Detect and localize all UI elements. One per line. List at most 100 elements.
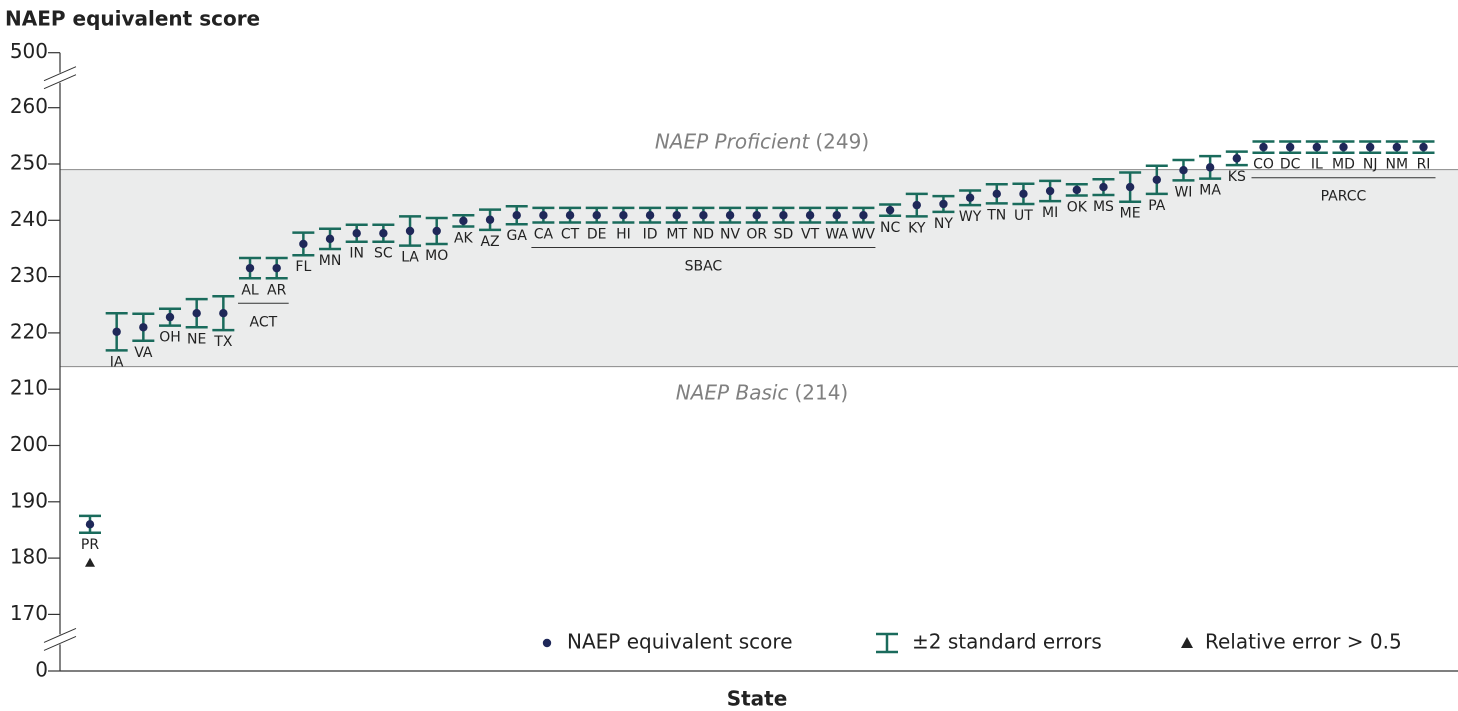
score-dot	[965, 193, 975, 202]
score-dot	[1365, 142, 1375, 152]
x-tick-label: FL	[295, 259, 311, 275]
x-tick-label: ND	[693, 227, 714, 243]
x-tick-label: NJ	[1363, 157, 1378, 173]
score-dot	[1339, 142, 1348, 152]
x-tick-label: VA	[134, 345, 153, 361]
score-dot	[139, 323, 148, 332]
score-dot	[619, 211, 628, 220]
x-tick-label: MN	[319, 253, 342, 269]
x-tick-label: PR	[81, 537, 99, 553]
score-dot	[272, 263, 281, 273]
x-tick-label: CA	[534, 227, 554, 243]
x-tick-label: ID	[643, 227, 658, 243]
x-tick-label: SC	[374, 246, 393, 262]
y-axis-title: NAEP equivalent score	[5, 7, 260, 31]
x-tick-label: WY	[959, 209, 982, 225]
axis-break	[43, 627, 77, 643]
x-tick-label: AK	[454, 230, 474, 246]
y-tick-label: 0	[35, 658, 48, 682]
x-tick-label: VT	[801, 227, 820, 243]
reference-value: (249)	[815, 129, 869, 153]
axis-break-gap	[57, 72, 63, 83]
group-label: ACT	[250, 314, 278, 330]
x-tick-label: NC	[880, 220, 900, 236]
axis-break-gap	[57, 634, 63, 645]
axis-break	[43, 66, 77, 82]
score-dot	[1179, 165, 1188, 175]
y-tick-label: 500	[10, 39, 48, 63]
score-dot	[539, 211, 548, 220]
score-dot	[325, 234, 335, 244]
legend-label: Relative error > 0.5	[1205, 630, 1402, 654]
axis-break	[43, 635, 77, 651]
score-dot	[672, 211, 681, 220]
score-dot	[379, 229, 388, 238]
group-label: PARCC	[1321, 189, 1367, 205]
x-tick-label: ME	[1120, 206, 1141, 222]
score-dot	[512, 211, 521, 220]
x-tick-label: KS	[1228, 169, 1246, 185]
score-dot	[779, 211, 788, 220]
x-tick-label: RI	[1417, 157, 1431, 173]
x-tick-label: DC	[1280, 157, 1301, 173]
score-dot	[112, 327, 121, 336]
score-dot	[885, 205, 895, 215]
x-tick-label: HI	[616, 227, 631, 243]
score-dot	[1285, 142, 1295, 152]
score-dot	[1259, 142, 1268, 152]
x-tick-label: CO	[1253, 157, 1274, 173]
y-tick-label: 260	[10, 94, 48, 118]
x-tick-label: NE	[187, 331, 206, 347]
legend-label: NAEP equivalent score	[567, 630, 793, 654]
x-tick-label: OH	[159, 330, 181, 346]
y-tick-label: 250	[10, 151, 48, 175]
legend-dot	[542, 638, 552, 648]
score-dot	[1205, 163, 1215, 172]
score-dot	[1232, 154, 1242, 163]
reference-name: NAEP Proficient	[655, 129, 811, 153]
legend-label: ±2 standard errors	[912, 630, 1102, 654]
score-dot	[352, 229, 361, 238]
x-tick-label: UT	[1014, 208, 1033, 224]
x-tick-label: AL	[241, 282, 259, 298]
x-tick-label: WA	[825, 227, 848, 243]
x-tick-label: LA	[401, 250, 419, 266]
y-tick-label: 240	[10, 207, 48, 231]
y-tick-label: 220	[10, 319, 48, 343]
x-tick-label: MT	[666, 227, 687, 243]
score-dot	[699, 211, 708, 220]
score-dot	[1045, 186, 1055, 196]
x-tick-label: TN	[986, 207, 1006, 223]
score-dot	[725, 211, 735, 220]
x-tick-label: OR	[746, 227, 767, 243]
score-dot	[432, 226, 441, 236]
score-dot	[1312, 142, 1322, 152]
score-dot	[1019, 189, 1028, 199]
score-dot	[645, 211, 655, 220]
x-tick-label: NV	[720, 227, 740, 243]
y-tick-label: 200	[10, 432, 48, 456]
x-tick-label: CT	[561, 227, 580, 243]
score-dot	[939, 199, 948, 209]
y-tick-label: 190	[10, 488, 48, 512]
x-tick-label: MI	[1042, 205, 1058, 221]
score-dot	[85, 520, 95, 529]
score-dot	[245, 263, 255, 273]
y-tick-label: 210	[10, 376, 48, 400]
x-tick-label: GA	[507, 228, 528, 244]
x-tick-label: WI	[1174, 184, 1192, 200]
score-dot	[299, 239, 308, 249]
x-tick-label: NM	[1386, 157, 1409, 173]
score-dot	[859, 211, 868, 220]
x-tick-label: OK	[1067, 200, 1088, 216]
x-tick-label: DE	[587, 227, 607, 243]
x-tick-label: KY	[908, 220, 926, 236]
score-dot	[565, 211, 575, 220]
x-tick-label: MA	[1199, 183, 1221, 199]
score-dot	[1392, 142, 1402, 152]
x-tick-label: MS	[1093, 199, 1114, 215]
score-dot	[1072, 185, 1081, 195]
x-tick-label: IN	[349, 246, 364, 262]
score-dot	[459, 216, 468, 226]
